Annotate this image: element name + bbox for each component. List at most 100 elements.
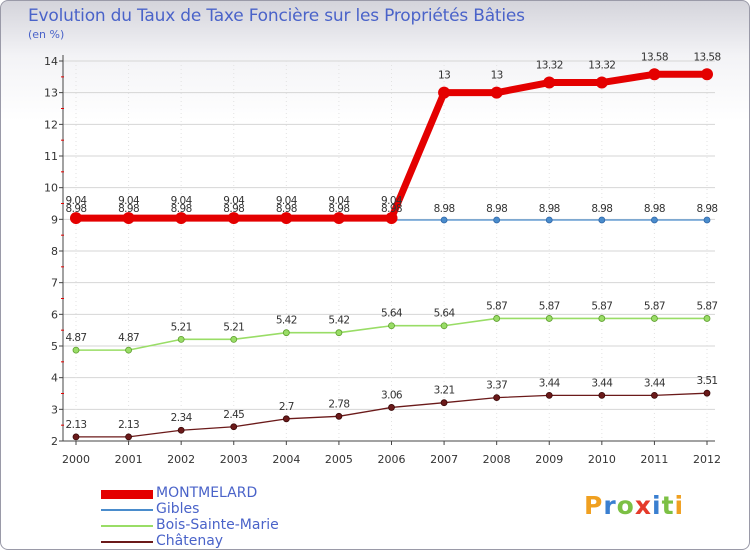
data-label: 2.78 — [328, 398, 349, 410]
y-tick-label: 4 — [51, 372, 58, 385]
y-tick-label: 9 — [51, 213, 58, 226]
chart-title: Evolution du Taux de Taxe Foncière sur l… — [28, 6, 525, 26]
data-point — [440, 322, 448, 330]
x-tick-label: 2007 — [430, 453, 458, 466]
data-label: 4.87 — [66, 332, 87, 344]
y-tick-label: 8 — [51, 245, 58, 258]
data-point — [490, 86, 503, 99]
data-label: 8.98 — [539, 203, 560, 215]
data-label: 5.87 — [539, 300, 560, 312]
data-point — [703, 389, 711, 397]
x-tick-label: 2012 — [693, 453, 721, 466]
data-point — [385, 212, 398, 225]
data-label: 2.13 — [118, 419, 139, 431]
data-point — [177, 426, 185, 434]
legend-swatch — [101, 489, 153, 499]
data-point — [651, 216, 658, 224]
data-label: 3.44 — [539, 377, 561, 389]
logo-letter: i — [652, 491, 662, 520]
x-tick-label: 2006 — [378, 453, 406, 466]
data-point — [332, 212, 345, 225]
data-point — [598, 391, 606, 399]
data-point — [72, 346, 80, 354]
y-tick-label: 7 — [51, 277, 58, 290]
y-tick-label: 12 — [44, 118, 58, 131]
data-point — [175, 212, 188, 225]
data-label: 13.58 — [693, 51, 720, 63]
data-point — [438, 86, 451, 99]
x-tick-label: 2011 — [640, 453, 668, 466]
data-label: 8.98 — [591, 203, 612, 215]
data-point — [651, 315, 658, 322]
legend-label: Bois-Sainte-Marie — [156, 517, 279, 533]
legend-label: Gibles — [156, 501, 200, 517]
y-tick-label: 14 — [44, 55, 58, 68]
data-point — [125, 346, 132, 354]
data-label: 8.98 — [171, 203, 192, 215]
data-label: 3.37 — [486, 380, 507, 392]
data-label: 9.04 — [66, 195, 88, 207]
data-label: 5.42 — [328, 315, 349, 327]
data-point — [493, 394, 501, 402]
data-point — [440, 399, 448, 407]
data-label: 8.98 — [697, 203, 718, 215]
data-point — [282, 415, 290, 423]
data-point — [545, 391, 553, 399]
x-tick-label: 2002 — [167, 453, 195, 466]
data-label: 8.98 — [434, 203, 455, 215]
data-label: 5.64 — [434, 308, 456, 320]
data-label: 2.45 — [223, 409, 244, 421]
data-point — [335, 412, 343, 420]
data-point — [598, 216, 606, 224]
data-point — [595, 76, 608, 89]
data-point — [335, 329, 343, 337]
data-label: 8.98 — [644, 203, 665, 215]
data-point — [598, 315, 606, 322]
logo-letter: P — [584, 491, 604, 520]
legend-swatch — [101, 541, 153, 543]
data-point — [125, 433, 132, 441]
data-label: 5.21 — [223, 321, 244, 333]
data-label: 8.98 — [66, 203, 87, 215]
data-label: 8.98 — [276, 203, 297, 215]
data-label: 5.87 — [486, 300, 507, 312]
data-label: 13.32 — [536, 60, 563, 72]
x-tick-label: 2000 — [62, 453, 90, 466]
x-tick-label: 2003 — [220, 453, 248, 466]
data-label: 9.04 — [328, 195, 350, 207]
y-tick-label: 6 — [51, 308, 58, 321]
y-tick-label: 3 — [51, 403, 58, 416]
y-tick-label: 5 — [51, 340, 58, 353]
legend-swatch — [101, 509, 153, 511]
data-label: 5.87 — [591, 300, 612, 312]
data-label: 3.44 — [591, 377, 613, 389]
data-label: 9.04 — [223, 195, 245, 207]
data-label: 9.04 — [276, 195, 298, 207]
data-point — [122, 212, 135, 225]
data-point — [703, 315, 711, 322]
data-label: 5.42 — [276, 315, 297, 327]
data-label: 2.7 — [279, 401, 294, 413]
y-tick-label: 11 — [44, 150, 58, 163]
data-label: 8.98 — [223, 203, 244, 215]
legend-label: Châtenay — [156, 533, 224, 549]
data-point — [648, 68, 661, 81]
logo-letter: t — [661, 491, 675, 520]
data-point — [70, 212, 82, 225]
data-label: 3.21 — [434, 385, 455, 397]
data-label: 3.44 — [644, 377, 666, 389]
data-label: 9.04 — [171, 195, 193, 207]
data-label: 8.98 — [486, 203, 507, 215]
data-point — [282, 329, 290, 337]
x-tick-label: 2010 — [588, 453, 616, 466]
data-point — [280, 212, 293, 225]
data-point — [440, 216, 448, 224]
data-label: 4.87 — [118, 332, 139, 344]
data-label: 5.87 — [644, 300, 665, 312]
logo-letter: o — [616, 491, 635, 520]
data-point — [177, 335, 185, 343]
data-label: 9.04 — [118, 195, 140, 207]
data-point — [651, 391, 658, 399]
